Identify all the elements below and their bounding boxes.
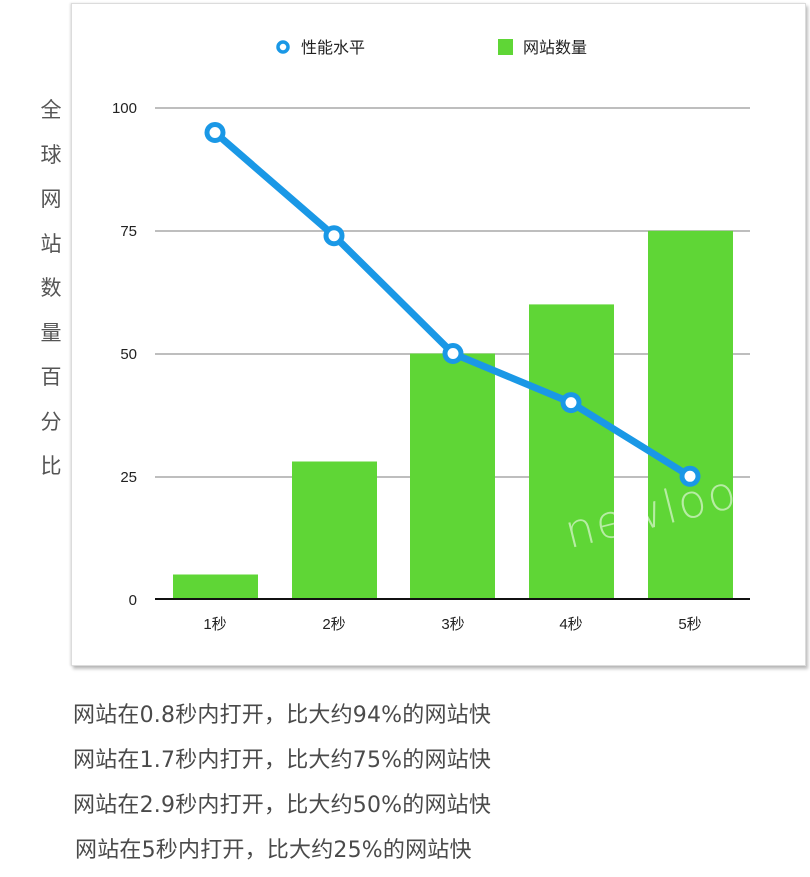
line-series: [204, 122, 701, 487]
y-tick: 50: [120, 346, 137, 363]
line-point-5s: [679, 465, 701, 487]
caption-line: 网站在2.9秒内打开，比大约50%的网站快: [73, 793, 492, 818]
line-point-2s: [323, 225, 345, 247]
caption-line: 网站在0.8秒内打开，比大约94%的网站快: [73, 703, 492, 728]
y-tick: 75: [120, 223, 137, 240]
caption-line: 网站在1.7秒内打开，比大约75%的网站快: [73, 748, 492, 773]
y-axis-label: 全 球 网 站 数 量 百 分 比: [38, 96, 64, 497]
y-axis-label-char: 分: [40, 409, 62, 434]
bar-5s: [648, 230, 733, 600]
x-tick: 4秒: [559, 616, 582, 633]
legend-bar-label: 网站数量: [523, 38, 587, 57]
y-tick: 25: [120, 469, 137, 486]
y-axis-label-char: 数: [40, 276, 62, 300]
y-tick: 0: [129, 592, 137, 609]
x-tick: 5秒: [678, 616, 701, 633]
y-ticks: 100 75 50 25 0: [112, 100, 137, 609]
bar-4s: [529, 304, 614, 599]
y-axis-label-char: 球: [40, 142, 62, 167]
legend-bar-swatch-icon: [498, 39, 513, 55]
y-axis-label-char: 比: [40, 454, 62, 478]
caption-line: 网站在5秒内打开，比大约25%的网站快: [75, 838, 472, 863]
y-tick: 100: [112, 100, 137, 117]
y-axis-label-char: 网: [40, 187, 62, 211]
x-tick: 2秒: [322, 616, 345, 633]
bar-2s: [292, 461, 377, 599]
bar-1s: [173, 574, 258, 599]
line-point-4s: [560, 392, 582, 414]
x-tick: 1秒: [203, 616, 226, 633]
chart-canvas: 性能水平 网站数量 100 75 50 25 0 1秒 2秒 3秒 4秒 5秒: [112, 38, 750, 633]
legend: 性能水平 网站数量: [276, 38, 587, 57]
x-tick: 3秒: [441, 616, 464, 633]
y-axis-label-char: 百: [40, 365, 62, 389]
y-axis-label-char: 全: [40, 98, 62, 122]
caption-list: 网站在0.8秒内打开，比大约94%的网站快 网站在1.7秒内打开，比大约75%的…: [73, 697, 491, 877]
legend-line-label: 性能水平: [301, 38, 365, 57]
legend-line-marker-icon: [276, 40, 290, 54]
y-axis-label-char: 站: [40, 231, 62, 256]
line-point-3s: [442, 343, 464, 364]
y-axis-label-char: 量: [40, 320, 62, 345]
line-point-1s: [204, 122, 226, 143]
bar-3s: [410, 353, 495, 599]
bar-series: [173, 230, 733, 600]
x-ticks: 1秒 2秒 3秒 4秒 5秒: [203, 616, 701, 633]
